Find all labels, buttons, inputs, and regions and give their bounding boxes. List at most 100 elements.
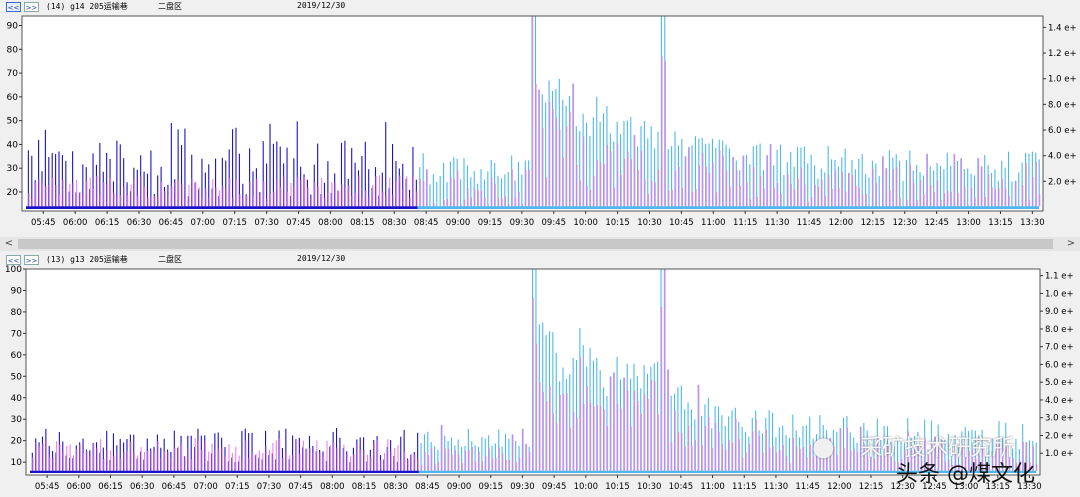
- x-tick-label: 07:45: [288, 482, 313, 492]
- x-tick-label: 09:30: [510, 482, 535, 492]
- x-tick-label: 12:45: [924, 218, 949, 228]
- x-tick-label: 13:00: [956, 218, 981, 228]
- y2-tick-label: 4.0 e+: [1048, 152, 1077, 162]
- x-tick-label: 09:00: [447, 482, 472, 492]
- x-tick-label: 13:15: [986, 482, 1011, 492]
- x-tick-label: 12:45: [922, 482, 947, 492]
- y2-tick-label: 2.0 e+: [1045, 431, 1074, 441]
- scroll-right-arrow-icon[interactable]: >: [1066, 238, 1076, 249]
- watermark-line1: 采矿技术研究所: [860, 436, 1015, 461]
- x-tick-label: 10:15: [605, 482, 630, 492]
- x-tick-label: 07:15: [222, 218, 247, 228]
- x-tick-label: 06:45: [159, 218, 184, 228]
- x-tick-label: 12:00: [829, 218, 854, 228]
- y-tick-label: 30: [11, 415, 23, 425]
- scroll-thumb[interactable]: [18, 239, 1053, 249]
- x-tick-label: 10:00: [573, 218, 598, 228]
- baseline-strip-light: [418, 470, 1036, 473]
- prev-button[interactable]: <<: [6, 255, 21, 265]
- horizontal-scrollbar[interactable]: < >: [0, 237, 1080, 251]
- x-tick-label: 12:30: [890, 482, 915, 492]
- x-tick-label: 13:15: [988, 218, 1013, 228]
- x-tick-label: 09:45: [542, 482, 567, 492]
- x-tick-label: 08:00: [318, 218, 343, 228]
- x-tick-label: 07:45: [286, 218, 311, 228]
- x-tick-label: 10:45: [669, 482, 694, 492]
- x-tick-label: 10:30: [637, 482, 662, 492]
- y2-tick-label: 3.0 e+: [1045, 414, 1074, 424]
- x-tick-label: 13:00: [954, 482, 979, 492]
- next-button[interactable]: >>: [24, 2, 39, 12]
- x-tick-label: 12:15: [859, 482, 884, 492]
- x-tick-label: 09:45: [542, 218, 567, 228]
- x-tick-label: 11:45: [797, 218, 822, 228]
- x-tick-label: 07:00: [191, 218, 216, 228]
- x-tick-label: 07:30: [254, 218, 279, 228]
- y2-tick-label: 9.0 e+: [1045, 307, 1074, 317]
- y2-tick-label: 2.0 e+: [1048, 177, 1077, 187]
- y2-tick-label: 1.0 e+: [1048, 75, 1077, 85]
- chart-panel-bottom: << >> (13) g13 205运输巷 二盘区 2019/12/30 10 2…: [0, 253, 1080, 497]
- x-tick-label: 12:30: [892, 218, 917, 228]
- x-tick-label: 11:00: [701, 218, 726, 228]
- y-tick-label: 100: [5, 265, 22, 275]
- x-tick-label: 06:15: [95, 218, 120, 228]
- y-tick-label: 90: [7, 22, 19, 32]
- y-tick-label: 60: [7, 93, 19, 103]
- x-tick-label: 12:15: [861, 218, 886, 228]
- y-tick-label: 30: [7, 164, 19, 174]
- y2-tick-label: 4.0 e+: [1045, 396, 1074, 406]
- y-tick-label: 80: [11, 308, 23, 318]
- chart-panel-top: << >> (14) g14 205运输巷 二盘区 2019/12/30 20 3…: [0, 0, 1080, 237]
- y-tick-label: 50: [11, 372, 23, 382]
- x-tick-label: 08:15: [352, 482, 377, 492]
- plot-frame: [21, 15, 1044, 212]
- panel-title: (13) g13 205运输巷: [46, 255, 128, 264]
- x-tick-label: 11:00: [700, 482, 725, 492]
- x-tick-label: 11:30: [764, 482, 789, 492]
- x-tick-label: 09:15: [479, 482, 504, 492]
- x-tick-label: 06:00: [67, 482, 92, 492]
- y-tick-label: 20: [7, 188, 19, 198]
- y2-tick-label: 8.0 e+: [1045, 325, 1074, 335]
- y-tick-label: 70: [11, 329, 23, 339]
- y2-tick-label: 1.4 e+: [1048, 23, 1077, 33]
- panel-header: << >> (14) g14 205运输巷 二盘区 2019/12/30: [0, 0, 1080, 14]
- x-tick-label: 12:00: [827, 482, 852, 492]
- bars: [27, 16, 1041, 207]
- x-tick-label: 06:15: [98, 482, 123, 492]
- panel-date: 2019/12/30: [297, 254, 346, 263]
- x-tick-label: 06:30: [130, 482, 155, 492]
- panel-title: (14) g14 205运输巷: [46, 2, 128, 11]
- scroll-left-arrow-icon[interactable]: <: [4, 238, 14, 249]
- x-tick-label: 13:30: [1017, 482, 1042, 492]
- y2-tick-label: 1.1 e+: [1045, 272, 1074, 282]
- y2-tick-label: 6.0 e+: [1045, 360, 1074, 370]
- x-tick-label: 06:00: [63, 218, 88, 228]
- x-tick-label: 07:30: [257, 482, 282, 492]
- x-tick-label: 09:15: [478, 218, 503, 228]
- x-tick-label: 09:30: [510, 218, 535, 228]
- x-tick-label: 07:00: [193, 482, 218, 492]
- x-tick-label: 11:45: [795, 482, 820, 492]
- panel-area: 二盘区: [158, 255, 182, 264]
- wechat-icon: ●: [812, 432, 835, 462]
- x-tick-label: 09:00: [446, 218, 471, 228]
- y2-tick-label: 8.0 e+: [1048, 100, 1077, 110]
- y-tick-label: 40: [7, 140, 19, 150]
- bar-chart-bottom: 10 20 30 40 50 60 70 80 90 100 1.0 e+ 2.0 e+ 3.0 e+ 4…: [5, 265, 1074, 492]
- y-tick-label: 40: [11, 394, 23, 404]
- y2-tick-label: 6.0 e+: [1048, 126, 1077, 136]
- x-tick-label: 08:00: [320, 482, 345, 492]
- watermark-line2: 头条 @煤文化: [896, 462, 1035, 487]
- x-tick-label: 11:15: [732, 482, 757, 492]
- y2-tick-label: 5.0 e+: [1045, 378, 1074, 388]
- prev-button[interactable]: <<: [6, 2, 21, 12]
- next-button[interactable]: >>: [24, 255, 39, 265]
- y2-tick-label: 7.0 e+: [1045, 343, 1074, 353]
- y-tick-label: 20: [11, 437, 23, 447]
- y-tick-label: 90: [11, 286, 23, 296]
- x-tick-label: 05:45: [31, 218, 56, 228]
- x-tick-label: 08:15: [350, 218, 375, 228]
- x-tick-label: 08:30: [382, 218, 407, 228]
